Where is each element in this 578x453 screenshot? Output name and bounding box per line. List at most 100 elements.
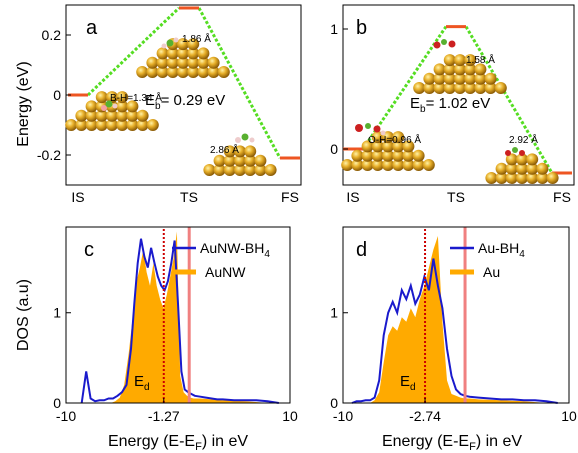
gold-atom bbox=[382, 140, 394, 153]
gold-atom bbox=[85, 119, 98, 131]
panel-d-letter: d bbox=[356, 239, 367, 261]
gold-atom bbox=[106, 119, 118, 131]
gold-atom bbox=[116, 91, 129, 104]
legend-c: AuNW-BH4 AuNW bbox=[172, 240, 270, 280]
gold-atom bbox=[126, 119, 139, 131]
gold-atom bbox=[495, 162, 508, 175]
gold-atom bbox=[546, 172, 559, 184]
panel-d-ed-label: Ed bbox=[400, 373, 416, 393]
gold-atom bbox=[371, 149, 384, 162]
gold-atom bbox=[75, 109, 88, 122]
y-axis-title-bottom: DOS (a.u) bbox=[15, 279, 32, 351]
panel-b-letter: b bbox=[356, 17, 367, 39]
panel-b-frame bbox=[342, 4, 575, 186]
gold-atom bbox=[382, 159, 394, 171]
gold-atom bbox=[254, 154, 267, 167]
gold-atom bbox=[213, 154, 226, 167]
gold-atom bbox=[85, 109, 98, 122]
gold-atom bbox=[177, 47, 189, 60]
gold-atom bbox=[526, 162, 539, 175]
gold-atom bbox=[146, 66, 159, 78]
gold-atom bbox=[136, 119, 149, 131]
y-tick-label: 0 bbox=[53, 87, 61, 103]
gold-atom bbox=[234, 164, 246, 176]
gold-atom bbox=[422, 159, 435, 171]
gold-atom bbox=[213, 164, 226, 176]
gold-atom bbox=[495, 172, 508, 184]
gold-atom bbox=[65, 119, 78, 131]
panel-d-frame bbox=[342, 226, 570, 404]
gold-atom bbox=[402, 149, 415, 162]
adsorbate-a-fs bbox=[235, 133, 255, 143]
legend-c-entry-1: AuNW-BH4 bbox=[200, 240, 270, 260]
gold-atom bbox=[244, 164, 257, 176]
gold-atom bbox=[474, 63, 487, 76]
stage-label-ts: TS bbox=[447, 189, 465, 205]
gold-atom bbox=[474, 72, 487, 85]
adsorbate-b-is bbox=[355, 123, 386, 136]
x-tick-label: -2.74 bbox=[409, 408, 441, 424]
gold-atom bbox=[536, 172, 549, 184]
gold-atom bbox=[351, 159, 364, 171]
gold-atom bbox=[166, 47, 179, 60]
cluster-b-is bbox=[341, 131, 435, 171]
gold-atom bbox=[177, 66, 189, 78]
adsorbate-a-ts bbox=[161, 37, 179, 49]
gold-atom bbox=[166, 66, 179, 78]
y-tick-label: 0.2 bbox=[42, 27, 62, 43]
gold-atom bbox=[95, 109, 108, 122]
gold-atom bbox=[516, 172, 528, 184]
gold-atom bbox=[412, 159, 425, 171]
gold-atom bbox=[146, 56, 159, 69]
gold-atom bbox=[187, 47, 200, 60]
panel-a-anno-ts: 1.86 Å bbox=[182, 32, 211, 45]
series-line-aunw-bh bbox=[80, 238, 279, 404]
gold-atom bbox=[443, 82, 456, 94]
gold-atom bbox=[464, 72, 477, 85]
gold-atom bbox=[203, 164, 216, 176]
gold-atom bbox=[361, 159, 374, 171]
gold-atom bbox=[433, 63, 446, 76]
gold-atom bbox=[361, 149, 374, 162]
legend-d-entry-1: Au-BH4 bbox=[478, 240, 525, 260]
gold-atom bbox=[177, 56, 189, 69]
path-segment bbox=[197, 7, 282, 159]
gold-atom bbox=[484, 72, 497, 85]
gold-atom bbox=[392, 131, 405, 144]
gold-atom bbox=[234, 145, 246, 158]
stage-label-fs: FS bbox=[281, 189, 299, 205]
gold-atom bbox=[536, 162, 549, 175]
gold-atom bbox=[485, 172, 498, 184]
gold-atom bbox=[413, 82, 426, 94]
gold-atom bbox=[443, 63, 456, 76]
gold-atom bbox=[156, 56, 169, 69]
series-fill-aunw bbox=[110, 231, 268, 403]
gold-atom bbox=[177, 38, 189, 51]
series-fill-au bbox=[370, 236, 547, 403]
gold-atom bbox=[166, 56, 179, 69]
gold-atom bbox=[223, 145, 236, 158]
panel-a-anno-fs: 2.86 Å bbox=[210, 143, 239, 156]
gold-atom bbox=[526, 153, 539, 166]
gold-atom bbox=[505, 153, 518, 166]
cluster-a-fs bbox=[203, 145, 277, 176]
gold-atom bbox=[505, 162, 518, 175]
gold-atom bbox=[244, 154, 257, 167]
panel-c-letter: c bbox=[84, 239, 94, 261]
gold-atom bbox=[494, 82, 507, 94]
gold-atom bbox=[402, 140, 415, 153]
gold-atom bbox=[187, 66, 200, 78]
panel-a-barrier: Eb= 0.29 eV bbox=[145, 92, 225, 112]
gold-atom bbox=[223, 164, 236, 176]
gold-atom bbox=[197, 66, 210, 78]
gold-atom bbox=[484, 82, 497, 94]
legend-c-entry-2: AuNW bbox=[205, 264, 246, 280]
panel-a-anno-is: B-H=1.34 Å bbox=[110, 91, 162, 104]
cluster-b-fs bbox=[485, 153, 559, 184]
stage-label-is: IS bbox=[71, 189, 84, 205]
gold-atom bbox=[146, 119, 159, 131]
gold-atom bbox=[382, 149, 394, 162]
gold-atom bbox=[187, 38, 200, 51]
